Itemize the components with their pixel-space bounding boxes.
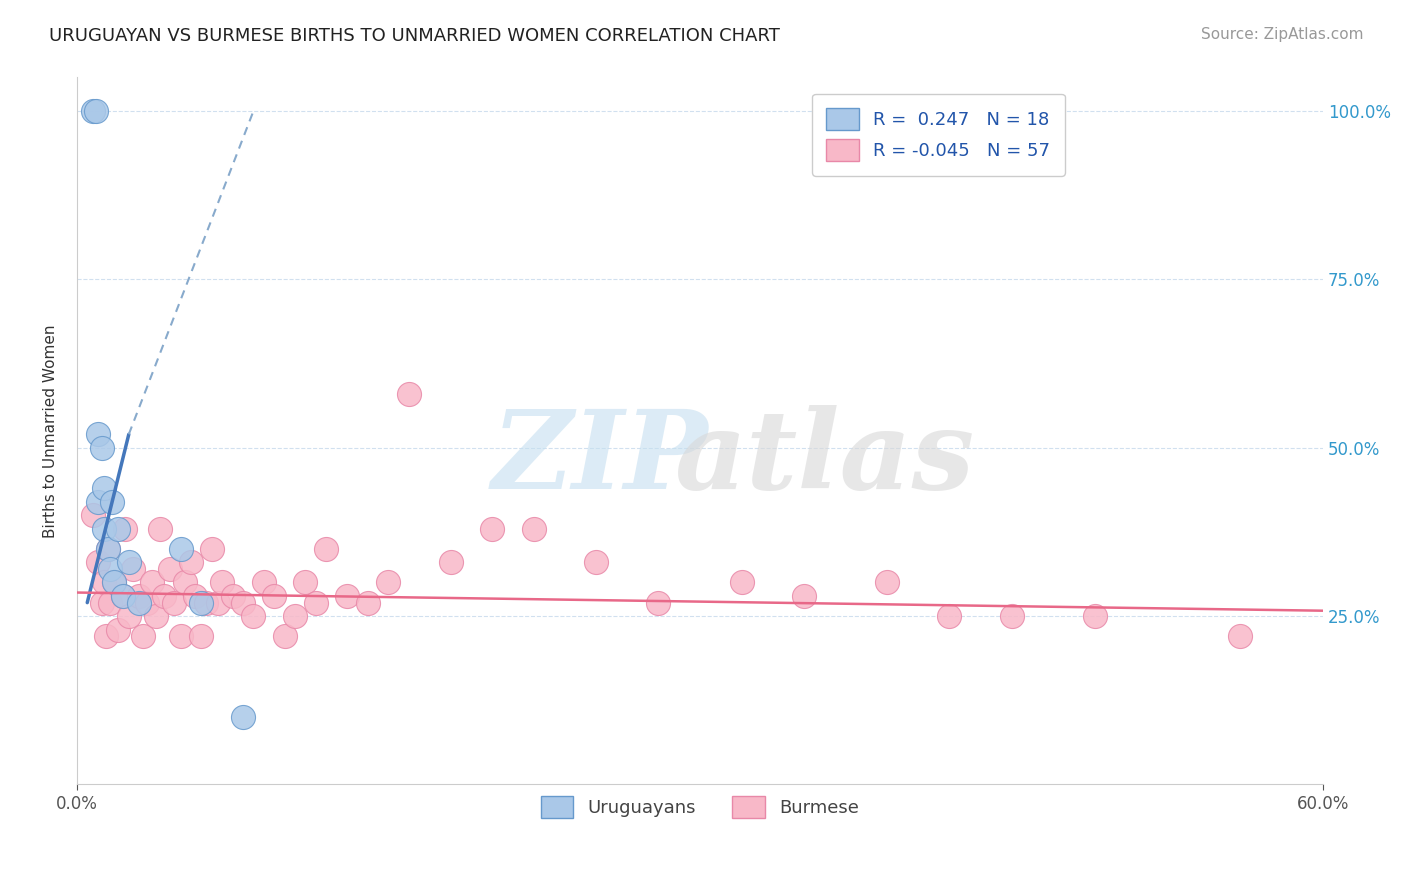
Point: [440, 555, 463, 569]
Point: [190, 629, 212, 643]
Point: [90, 441, 112, 455]
Point: [107, 522, 129, 536]
Point: [122, 562, 145, 576]
Point: [242, 609, 264, 624]
Point: [153, 589, 176, 603]
Point: [103, 575, 125, 590]
Point: [170, 541, 193, 556]
Point: [103, 575, 125, 590]
Point: [232, 596, 254, 610]
Point: [145, 609, 167, 624]
Point: [86, 494, 108, 508]
Point: [184, 589, 207, 603]
Point: [173, 575, 195, 590]
Point: [170, 629, 193, 643]
Point: [377, 575, 399, 590]
Point: [211, 575, 233, 590]
Point: [876, 575, 898, 590]
Point: [190, 596, 212, 610]
Point: [159, 562, 181, 576]
Point: [128, 589, 150, 603]
Point: [132, 629, 155, 643]
Point: [523, 522, 546, 536]
Point: [585, 555, 607, 569]
Point: [284, 609, 307, 624]
Point: [207, 596, 229, 610]
Point: [141, 575, 163, 590]
Point: [101, 494, 124, 508]
Point: [128, 596, 150, 610]
Text: ZIP: ZIP: [492, 406, 709, 513]
Point: [273, 629, 295, 643]
Point: [97, 541, 120, 556]
Point: [93, 481, 115, 495]
Point: [793, 589, 815, 603]
Point: [163, 596, 186, 610]
Point: [938, 609, 960, 624]
Point: [98, 596, 121, 610]
Point: [253, 575, 276, 590]
Point: [86, 427, 108, 442]
Text: URUGUAYAN VS BURMESE BIRTHS TO UNMARRIED WOMEN CORRELATION CHART: URUGUAYAN VS BURMESE BIRTHS TO UNMARRIED…: [49, 27, 780, 45]
Point: [201, 541, 224, 556]
Point: [118, 609, 141, 624]
Text: Source: ZipAtlas.com: Source: ZipAtlas.com: [1201, 27, 1364, 42]
Point: [114, 522, 136, 536]
Point: [294, 575, 316, 590]
Point: [481, 522, 503, 536]
Point: [1229, 629, 1251, 643]
Point: [98, 562, 121, 576]
Y-axis label: Births to Unmarried Women: Births to Unmarried Women: [44, 324, 58, 538]
Point: [647, 596, 669, 610]
Point: [111, 589, 134, 603]
Point: [180, 555, 202, 569]
Point: [398, 387, 420, 401]
Point: [336, 589, 359, 603]
Legend: Uruguayans, Burmese: Uruguayans, Burmese: [534, 789, 866, 825]
Point: [84, 104, 107, 119]
Point: [93, 575, 115, 590]
Point: [730, 575, 752, 590]
Point: [1000, 609, 1022, 624]
Point: [149, 522, 172, 536]
Point: [93, 522, 115, 536]
Point: [136, 596, 159, 610]
Point: [194, 596, 217, 610]
Text: atlas: atlas: [675, 406, 974, 513]
Point: [82, 104, 104, 119]
Point: [97, 541, 120, 556]
Point: [111, 589, 134, 603]
Point: [221, 589, 243, 603]
Point: [232, 710, 254, 724]
Point: [263, 589, 285, 603]
Point: [82, 508, 104, 522]
Point: [90, 596, 112, 610]
Point: [94, 629, 117, 643]
Point: [118, 555, 141, 569]
Point: [1084, 609, 1107, 624]
Point: [107, 623, 129, 637]
Point: [86, 555, 108, 569]
Point: [356, 596, 378, 610]
Point: [315, 541, 337, 556]
Point: [305, 596, 328, 610]
